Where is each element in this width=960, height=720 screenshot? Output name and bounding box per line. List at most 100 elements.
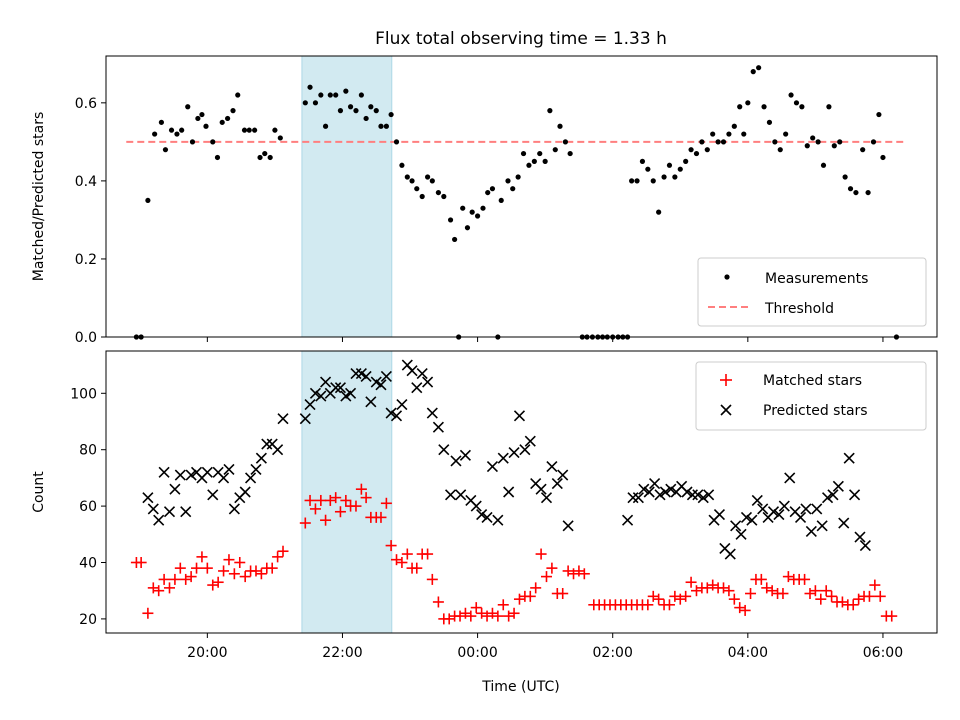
measurement-point: [750, 69, 756, 75]
matched-star-point: [174, 562, 186, 574]
matched-star-point: [847, 599, 859, 611]
y-axis-label-bottom: Count: [31, 471, 47, 513]
matched-star-point: [674, 593, 686, 605]
y-axis-ticks-top: 0.0 0.2 0.4 0.6: [75, 96, 106, 346]
measurement-point: [277, 135, 283, 141]
measurement-point: [267, 154, 273, 161]
matched-star-point: [836, 596, 848, 608]
matched-star-point: [309, 503, 321, 515]
predicted-star-point: [854, 531, 866, 543]
measurement-point: [185, 104, 191, 110]
matched-star-point: [804, 588, 816, 600]
predicted-star-point: [524, 435, 536, 447]
predicted-star-point: [816, 520, 828, 532]
measurement-point: [666, 162, 673, 168]
predicted-star-point: [503, 486, 515, 498]
predicted-star-point: [459, 449, 471, 461]
predicted-star-point: [334, 382, 347, 394]
predicted-star-point: [450, 455, 462, 467]
x-axis-label: Time (UTC): [481, 679, 559, 695]
y-tick-label: 80: [79, 443, 97, 459]
measurement-point: [793, 100, 800, 106]
observing-window-span: [301, 55, 393, 338]
predicted-star-point: [767, 506, 780, 518]
predicted-star-point: [838, 517, 850, 529]
measurement-point: [393, 139, 400, 145]
matched-star-point: [277, 545, 289, 557]
matched-star-point: [886, 610, 898, 622]
measurement-point: [302, 100, 308, 106]
measurement-point: [168, 127, 175, 133]
legend-top: Measurements Threshold: [697, 257, 927, 327]
matched-star-point: [180, 573, 192, 585]
measurement-point: [737, 104, 743, 110]
matched-star-point: [255, 568, 267, 580]
measurement-point: [531, 158, 537, 164]
matched-star-point: [562, 565, 574, 577]
predicted-star-point: [665, 483, 677, 495]
predicted-star-point: [180, 506, 192, 518]
matched-star-point: [503, 610, 515, 622]
matched-star-point: [690, 585, 702, 597]
measurement-point: [799, 104, 805, 110]
predicted-star-point: [299, 413, 311, 425]
ratio-panel: 0.0 0.2 0.4 0.6 Matched/Predicted stars Mea…: [31, 55, 938, 346]
predicted-star-point: [375, 379, 387, 391]
predicted-star-point: [217, 472, 230, 484]
measurement-point: [815, 139, 821, 145]
matched-star-point: [782, 571, 794, 583]
matched-star-point: [391, 554, 403, 566]
predicted-star-point: [843, 452, 855, 464]
matched-star-point: [815, 593, 827, 605]
predicted-star-point: [535, 483, 547, 495]
measurement-point: [756, 65, 762, 71]
matched-star-point: [212, 576, 224, 588]
predicted-star-point: [245, 472, 257, 484]
measurement-point: [726, 131, 732, 137]
measurement-point: [464, 225, 471, 231]
measurement-point: [241, 127, 248, 133]
predicted-star-point: [261, 438, 273, 450]
measurement-point: [505, 178, 511, 184]
plot-frame-top: [105, 55, 938, 338]
matched-star-point: [355, 483, 367, 495]
measurement-point: [447, 217, 454, 223]
measurement-point: [510, 186, 516, 192]
measurement-point: [772, 139, 778, 145]
predicted-star-point: [800, 503, 812, 515]
predicted-star-point: [360, 370, 372, 382]
predicted-star-point: [832, 480, 844, 492]
measurement-point: [639, 158, 646, 164]
matched-star-point: [315, 494, 327, 506]
measurement-point: [312, 100, 319, 106]
predicted-star-point: [697, 492, 709, 504]
measurement-point: [257, 154, 263, 161]
matched-star-point: [385, 540, 397, 552]
measurement-point: [810, 135, 816, 141]
matched-star-point: [761, 582, 773, 594]
predicted-star-point: [513, 410, 526, 422]
measurement-point: [688, 147, 694, 153]
predicted-star-point: [751, 494, 763, 507]
predicted-star-point: [396, 399, 408, 411]
measurement-point: [567, 150, 573, 157]
predicted-star-point: [153, 514, 165, 526]
matched-star-point: [470, 602, 482, 614]
predicted-star-point: [345, 387, 357, 399]
measurement-point: [333, 92, 339, 98]
matched-star-point: [185, 571, 197, 583]
x-axis-ticks-top: [206, 337, 884, 342]
matched-star-point: [728, 593, 740, 605]
matched-star-point: [874, 590, 886, 602]
measurement-point: [373, 108, 379, 114]
matched-star-point: [250, 565, 262, 577]
matched-star-point: [239, 571, 251, 583]
measurement-point: [870, 139, 877, 145]
matched-star-point: [718, 582, 730, 594]
predicted-star-point: [365, 396, 377, 408]
measurement-point: [337, 108, 344, 114]
matched-star-point: [223, 554, 235, 566]
matched-star-point: [481, 610, 493, 622]
predicted-star-point: [778, 500, 790, 512]
